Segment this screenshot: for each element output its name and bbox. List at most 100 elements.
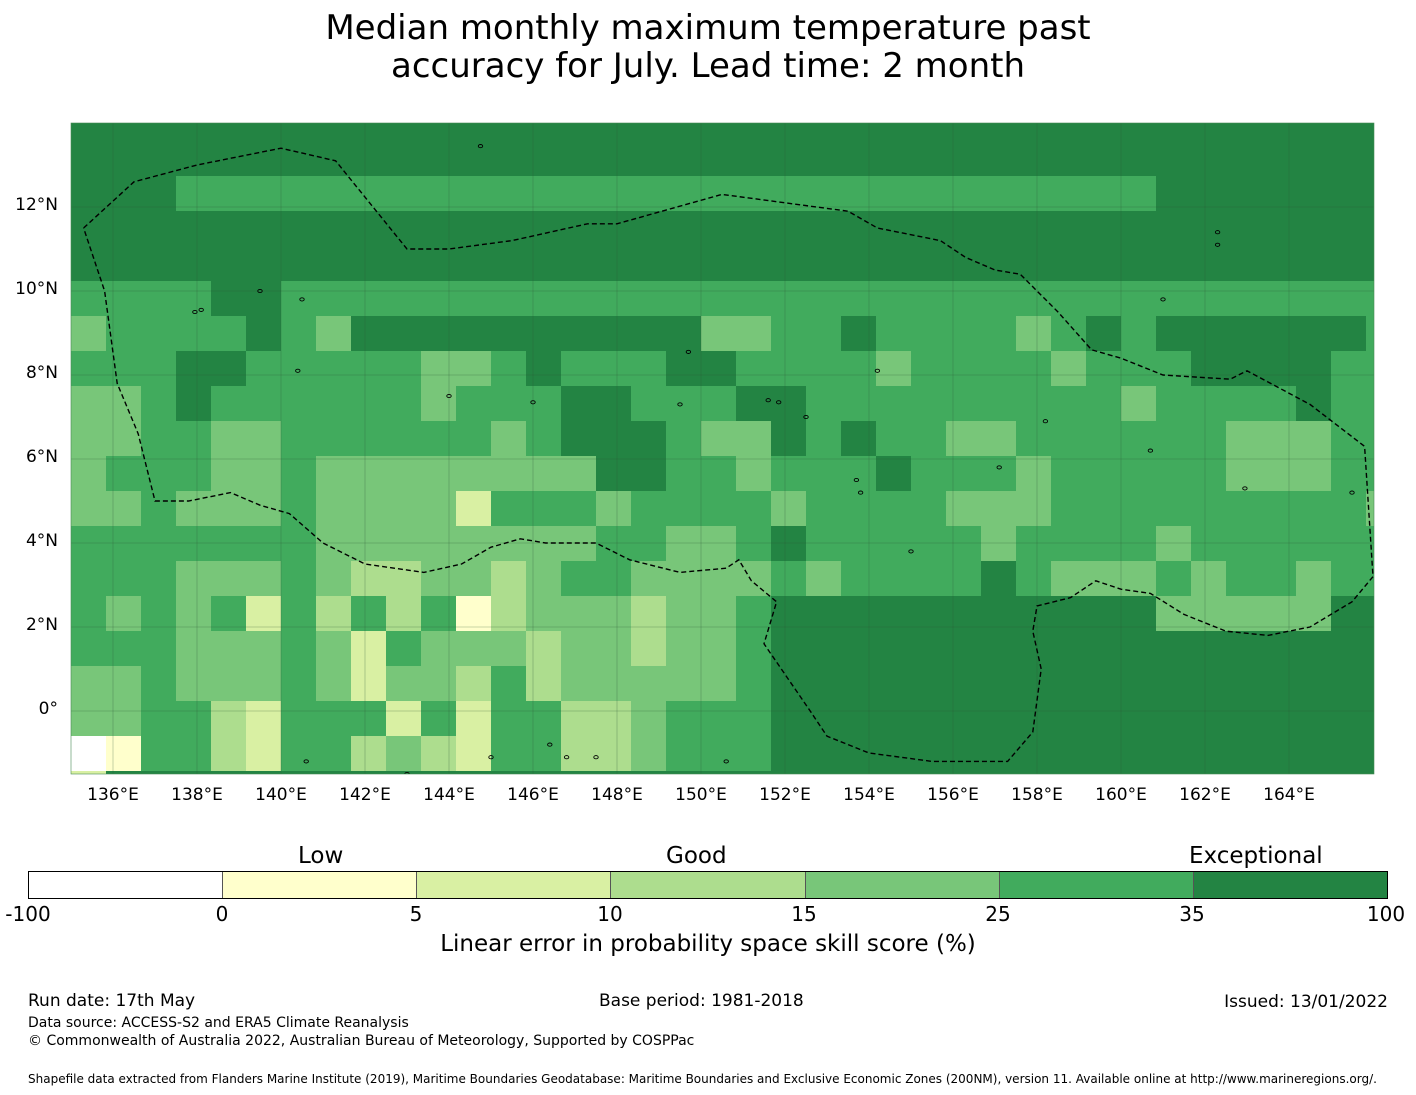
skill-cell xyxy=(1016,491,1051,526)
skill-cell xyxy=(1226,561,1261,596)
skill-cell xyxy=(841,351,876,386)
skill-cell xyxy=(876,631,911,666)
skill-cell xyxy=(1366,456,1374,491)
colorbar-segment xyxy=(223,872,418,898)
skill-cell xyxy=(736,631,771,666)
skill-cell xyxy=(736,176,771,211)
skill-cell xyxy=(71,351,106,386)
skill-cell xyxy=(1086,421,1121,456)
island-outline xyxy=(446,393,452,399)
lon-tick-label: 162°E xyxy=(1179,785,1231,805)
skill-cell xyxy=(1121,176,1156,211)
skill-cell xyxy=(981,456,1016,491)
skill-cell xyxy=(176,701,211,736)
skill-cell xyxy=(281,561,316,596)
skill-cell xyxy=(1121,736,1156,771)
skill-cell xyxy=(211,666,246,701)
skill-cell xyxy=(1226,421,1261,456)
chart-title-line-1: Median monthly maximum temperature past xyxy=(325,8,1091,48)
colorbar-segment xyxy=(805,872,1000,898)
skill-cell xyxy=(841,141,876,176)
skill-cell xyxy=(1261,596,1296,631)
skill-cell xyxy=(491,701,526,736)
skill-cell xyxy=(771,666,806,701)
skill-cell xyxy=(771,421,806,456)
skill-cell xyxy=(1261,526,1296,561)
skill-cell xyxy=(981,141,1016,176)
skill-cell xyxy=(421,176,456,211)
skill-cell xyxy=(561,141,596,176)
skill-cell xyxy=(1366,141,1374,176)
colorbar-segment xyxy=(1193,872,1387,898)
skill-cell xyxy=(736,141,771,176)
skill-cell xyxy=(316,176,351,211)
skill-cell xyxy=(1051,141,1086,176)
skill-cell xyxy=(526,316,561,351)
skill-cell xyxy=(351,701,386,736)
skill-cell xyxy=(491,666,526,701)
skill-cell xyxy=(1366,386,1374,421)
skill-cell xyxy=(526,491,561,526)
skill-cell xyxy=(771,631,806,666)
skill-cell xyxy=(631,631,666,666)
skill-cell xyxy=(1086,386,1121,421)
skill-cell xyxy=(1226,491,1261,526)
skill-cell xyxy=(1121,456,1156,491)
skill-cell xyxy=(491,736,526,771)
island-outline xyxy=(404,771,410,774)
skill-cell xyxy=(246,596,281,631)
skill-cell xyxy=(946,176,981,211)
skill-cell xyxy=(141,456,176,491)
skill-cell xyxy=(1296,561,1331,596)
skill-cell xyxy=(561,351,596,386)
skill-cell xyxy=(1331,631,1366,666)
skill-cell xyxy=(1051,561,1086,596)
skill-cell xyxy=(316,736,351,771)
island-outline xyxy=(518,75,522,78)
skill-cell xyxy=(316,491,351,526)
skill-cell xyxy=(351,456,386,491)
skill-cell xyxy=(701,561,736,596)
skill-cell xyxy=(71,771,106,774)
skill-cell xyxy=(1261,351,1296,386)
skill-cell xyxy=(876,666,911,701)
island-outline xyxy=(593,755,599,760)
skill-cell xyxy=(911,596,946,631)
skill-cell xyxy=(841,456,876,491)
skill-cell xyxy=(386,561,421,596)
lon-tick-label: 156°E xyxy=(927,785,979,805)
skill-cell xyxy=(736,736,771,771)
skill-cell xyxy=(561,176,596,211)
skill-cell xyxy=(911,561,946,596)
skill-cell xyxy=(526,666,561,701)
skill-cell xyxy=(526,631,561,666)
colorbar-segment xyxy=(999,872,1194,898)
skill-cell xyxy=(421,386,456,421)
lon-tick-label: 152°E xyxy=(759,785,811,805)
skill-cell xyxy=(386,596,421,631)
skill-cell xyxy=(176,596,211,631)
colorbar-label: Linear error in probability space skill … xyxy=(440,931,976,957)
skill-cell xyxy=(246,701,281,736)
skill-cell xyxy=(141,141,176,176)
skill-cell xyxy=(771,176,806,211)
lat-tick-label: 6°N xyxy=(25,447,58,467)
skill-cell xyxy=(1331,666,1366,701)
skill-cell xyxy=(771,736,806,771)
island-outline xyxy=(853,477,860,483)
skill-cell xyxy=(981,666,1016,701)
skill-cell xyxy=(281,736,316,771)
skill-cell xyxy=(1296,316,1331,351)
skill-cell xyxy=(1191,631,1226,666)
skill-cell xyxy=(1016,421,1051,456)
skill-cell xyxy=(946,386,981,421)
skill-cell xyxy=(386,491,421,526)
skill-cell xyxy=(1121,701,1156,736)
skill-cell xyxy=(701,456,736,491)
colorbar-tick: 25 xyxy=(985,902,1011,926)
skill-cell xyxy=(1261,316,1296,351)
skill-cell xyxy=(1191,561,1226,596)
skill-cell xyxy=(1261,421,1296,456)
skill-cell xyxy=(1156,596,1191,631)
lat-tick-label: 2°N xyxy=(25,615,58,635)
